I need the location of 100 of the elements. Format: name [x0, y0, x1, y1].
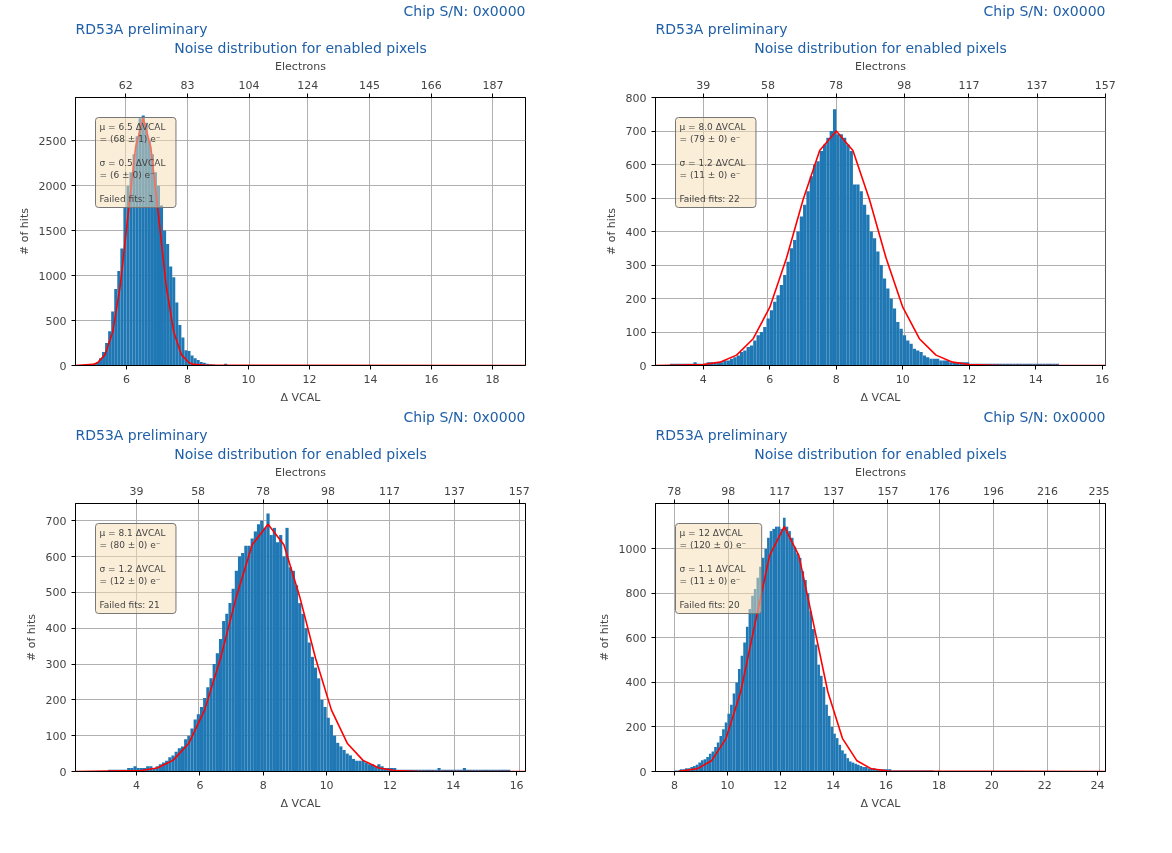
text: μ = 8.1 ΔVCAL = (80 ± 0) e⁻ σ = 1.2 ΔVCAL = (12 ± 0) e⁻ Failed fits: 21 — [99, 527, 166, 610]
x2-tick-label: 216 — [1037, 484, 1059, 498]
x-tick-label: 4 — [699, 372, 707, 386]
x2-axis-title: Electrons — [275, 59, 327, 73]
x2-tick-label: 124 — [297, 78, 319, 92]
x-tick-label: 12 — [382, 778, 397, 792]
y-tick-label: 100 — [625, 326, 647, 339]
y-tick-label: 700 — [45, 514, 67, 528]
x2-tick-label: 39 — [696, 78, 711, 92]
x-tick-label: 16 — [424, 372, 439, 386]
y-tick-label: 500 — [625, 192, 647, 205]
x2-tick-label: 235 — [1088, 484, 1110, 498]
text: Chip S/N: 0x0000 — [403, 2, 526, 19]
x-tick-label: 6 — [122, 372, 130, 386]
x-tick-label: 14 — [1028, 372, 1043, 386]
x-tick-label: 16 — [879, 778, 894, 792]
x-tick-label: 12 — [773, 778, 788, 792]
y-tick-label: 400 — [625, 225, 647, 239]
x-tick-label: 8 — [259, 778, 267, 792]
x2-tick-label: 98 — [320, 484, 335, 498]
y-tick-label: 400 — [45, 622, 67, 636]
x2-axis-title: Electrons — [275, 465, 327, 479]
text: Chip S/N: 0x0000 — [403, 408, 526, 425]
x2-tick-label: 98 — [897, 78, 912, 92]
x-tick-label: 12 — [302, 372, 317, 386]
y-tick-label: 0 — [639, 359, 647, 373]
y-tick-label: 100 — [45, 729, 67, 743]
x-tick-label: 10 — [241, 372, 256, 386]
y-tick-label: 300 — [45, 658, 67, 672]
x2-tick-label: 157 — [877, 484, 899, 498]
y-tick-label: 200 — [625, 292, 647, 306]
x2-tick-label: 196 — [982, 484, 1004, 498]
x2-tick-label: 78 — [829, 78, 844, 92]
x-tick-label: 6 — [196, 778, 204, 792]
chart-title: Noise distribution for enabled pixels — [754, 445, 1007, 462]
x-tick-label: 10 — [720, 778, 735, 792]
text: RD53A preliminary — [655, 20, 788, 37]
x2-tick-label: 62 — [118, 78, 133, 92]
x2-axis-title: Electrons — [855, 465, 907, 479]
x-tick-label: 8 — [183, 372, 191, 386]
x2-tick-label: 137 — [823, 484, 845, 498]
x-tick-label: 4 — [133, 778, 141, 792]
y-tick-label: 1500 — [38, 224, 67, 238]
x-tick-label: 8 — [671, 778, 679, 792]
x-tick-label: 18 — [931, 778, 946, 792]
x-tick-label: 24 — [1090, 778, 1105, 792]
x2-tick-label: 117 — [958, 78, 980, 92]
x-tick-label: 18 — [485, 372, 500, 386]
y-tick-label: 0 — [59, 765, 67, 779]
x-tick-label: 22 — [1037, 778, 1052, 792]
y-tick-label: 800 — [625, 587, 647, 601]
text: RD53A preliminary — [75, 426, 208, 443]
text: μ = 12 ΔVCAL = (120 ± 0) e⁻ σ = 1.1 ΔVCAL = (11 ± 0) e⁻ Failed fits: 20 — [679, 527, 747, 610]
y-axis-title: # of hits — [597, 613, 611, 661]
x2-tick-label: 117 — [379, 484, 401, 498]
x-tick-label: 16 — [1095, 372, 1110, 386]
x-tick-label: 14 — [826, 778, 841, 792]
y-tick-label: 400 — [625, 676, 647, 690]
x-tick-label: 20 — [984, 778, 999, 792]
y-axis-title: # of hits — [24, 613, 38, 661]
x2-tick-label: 157 — [508, 484, 530, 498]
y-tick-label: 2000 — [38, 179, 67, 193]
y-axis-title: # of hits — [604, 207, 618, 255]
x-tick-label: 10 — [319, 778, 334, 792]
x-axis-title: Δ VCAL — [280, 390, 322, 404]
text: μ = 8.0 ΔVCAL = (79 ± 0) e⁻ σ = 1.2 ΔVCAL = (11 ± 0) e⁻ Failed fits: 22 — [679, 121, 746, 204]
x2-tick-label: 58 — [760, 78, 775, 92]
chart-title: Noise distribution for enabled pixels — [754, 39, 1007, 56]
x-axis-title: Δ VCAL — [860, 796, 902, 810]
y-tick-label: 200 — [45, 693, 67, 707]
y-tick-label: 700 — [625, 125, 647, 138]
x-tick-label: 12 — [962, 372, 977, 386]
y-tick-label: 1000 — [38, 269, 67, 283]
x2-tick-label: 157 — [1094, 78, 1116, 92]
y-tick-label: 500 — [45, 586, 67, 600]
x2-tick-label: 176 — [928, 484, 950, 498]
y-tick-label: 2500 — [38, 134, 67, 148]
y-tick-label: 0 — [59, 359, 67, 373]
x-tick-label: 14 — [363, 372, 378, 386]
text: Chip S/N: 0x0000 — [983, 2, 1106, 19]
x2-tick-label: 98 — [721, 484, 736, 498]
x2-tick-label: 117 — [769, 484, 791, 498]
chart-title: Noise distribution for enabled pixels — [174, 445, 427, 462]
x2-tick-label: 58 — [191, 484, 206, 498]
x-tick-label: 8 — [832, 372, 840, 386]
x-axis-title: Δ VCAL — [280, 796, 322, 810]
x2-tick-label: 166 — [420, 78, 442, 92]
x2-tick-label: 83 — [180, 78, 195, 92]
x2-tick-label: 78 — [256, 484, 271, 498]
text: Chip S/N: 0x0000 — [983, 408, 1106, 425]
y-tick-label: 300 — [625, 259, 647, 272]
y-tick-label: 600 — [625, 631, 647, 645]
y-tick-label: 600 — [45, 550, 67, 564]
y-axis-title: # of hits — [17, 207, 31, 255]
x2-tick-label: 104 — [238, 78, 260, 92]
x2-tick-label: 187 — [482, 78, 504, 92]
x-tick-label: 14 — [446, 778, 461, 792]
x2-tick-label: 137 — [443, 484, 465, 498]
x2-tick-label: 145 — [359, 78, 381, 92]
y-tick-label: 600 — [625, 158, 647, 172]
